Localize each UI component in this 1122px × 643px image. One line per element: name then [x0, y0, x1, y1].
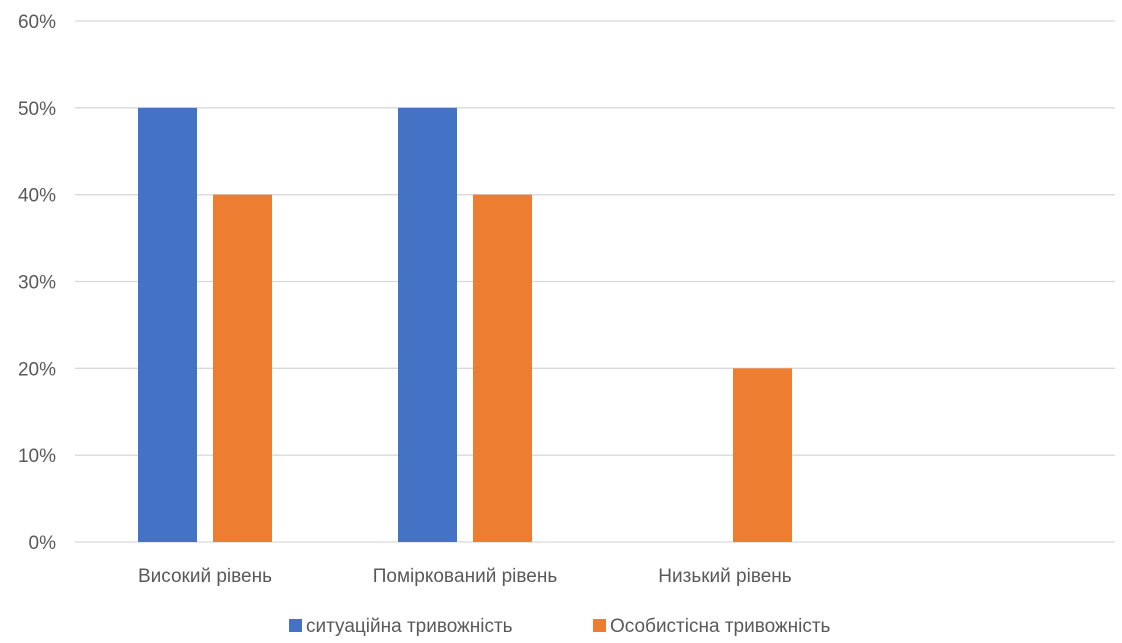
legend-swatch — [289, 619, 302, 632]
legend: ситуаційна тривожність Особистісна тривож… — [289, 616, 831, 637]
y-tick-label: 50% — [18, 99, 56, 120]
bar — [733, 368, 792, 542]
bar — [138, 107, 197, 542]
category-label: Високий рівень — [138, 566, 272, 587]
y-tick-label: 20% — [18, 359, 56, 380]
legend-item: Особистісна тривожність — [593, 616, 831, 637]
x-axis-categories: Високий рівень Помірковaний рівень Низький… — [138, 566, 792, 587]
category-label: Помірковaний рівень — [373, 566, 558, 587]
y-tick-label: 0% — [29, 533, 57, 554]
y-tick-label: 10% — [18, 446, 56, 467]
y-tick-label: 60% — [18, 12, 56, 33]
y-tick-label: 40% — [18, 186, 56, 207]
bars — [138, 107, 792, 542]
bar — [213, 194, 272, 542]
legend-label: Особистісна тривожність — [610, 616, 831, 637]
y-axis-ticks: 0% 10% 20% 30% 40% 50% 60% — [18, 12, 56, 554]
legend-item: ситуаційна тривожність — [289, 616, 513, 637]
category-label: Низький рівень — [658, 566, 791, 587]
legend-swatch — [593, 619, 606, 632]
legend-label: ситуаційна тривожність — [306, 616, 513, 637]
bar — [473, 194, 532, 542]
bar — [398, 107, 457, 542]
y-tick-label: 30% — [18, 273, 56, 294]
